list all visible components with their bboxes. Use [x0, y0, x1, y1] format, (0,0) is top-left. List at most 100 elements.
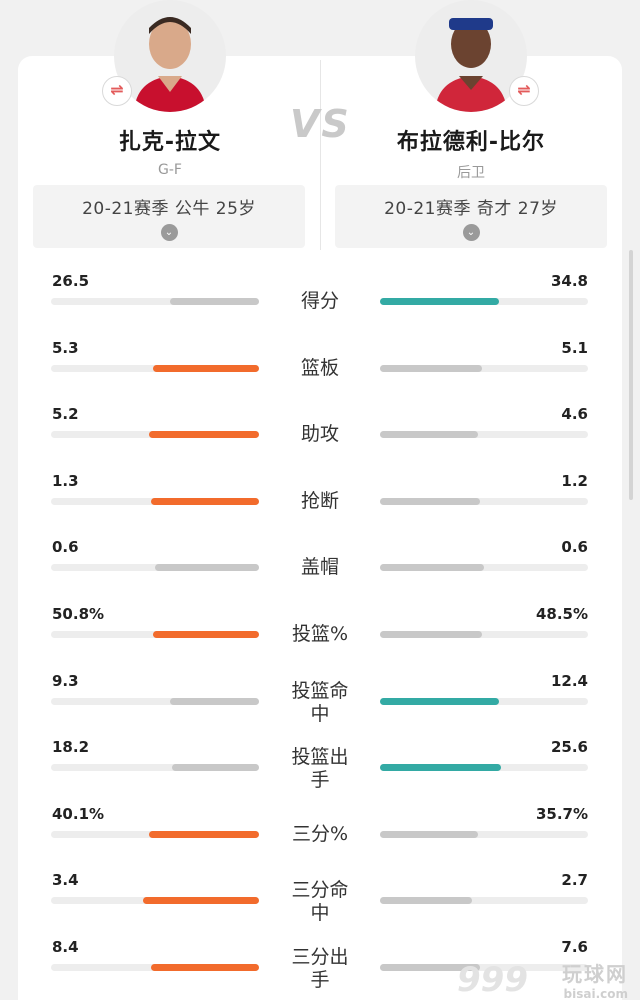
stat-left-bar-track — [51, 631, 259, 638]
player-left-name: 扎克-拉文 — [118, 130, 222, 155]
stat-left-bar-track — [51, 697, 259, 705]
stat-left-bar-track — [51, 497, 259, 505]
stat-left-bar-fill — [170, 697, 259, 705]
player-left-avatar[interactable] — [114, 0, 226, 112]
stat-right-bar-track — [380, 830, 588, 838]
stat-left-value: 5.2 — [52, 405, 79, 424]
stat-left-bar-fill — [149, 431, 259, 439]
stat-left-bar-fill — [170, 298, 259, 305]
player-left-swap-icon[interactable]: ⇌ — [102, 76, 132, 106]
stat-left-value: 8.4 — [52, 938, 79, 956]
stat-left-value: 5.3 — [52, 338, 79, 357]
stat-right-bar-track — [380, 897, 588, 905]
stat-right-value: 25.6 — [550, 738, 588, 757]
stat-right-bar-track — [380, 964, 588, 971]
stat-label: 投篮命中 — [291, 679, 349, 725]
stat-label: 投篮出手 — [291, 746, 349, 792]
stat-label: 得分 — [300, 290, 339, 312]
stat-left-value: 3.4 — [52, 871, 79, 890]
stat-right-value: 5.1 — [561, 338, 588, 357]
watermark-domain: bisai.com — [563, 987, 628, 1000]
player-right-season-text: 20-21赛季 奇才 27岁 — [384, 199, 558, 219]
stat-left-bar-track — [51, 431, 259, 439]
stat-right-value: 1.2 — [561, 471, 588, 490]
stat-label: 盖帽 — [300, 556, 339, 579]
stat-row: 3.4 2.7 三分命中 — [0, 871, 640, 931]
player-right: ⇌ 布拉德利-比尔 后卫 — [351, 0, 591, 182]
stat-left-bar-track — [51, 830, 259, 838]
chevron-down-icon[interactable]: ⌄ — [462, 224, 480, 241]
scrollbar[interactable] — [629, 250, 633, 500]
stat-right-bar-fill — [380, 764, 501, 772]
player-right-season-selector[interactable]: 20-21赛季 奇才 27岁 ⌄ — [335, 185, 607, 248]
header-divider — [320, 60, 321, 250]
stat-right-bar-track — [380, 697, 588, 705]
stat-right-bar-fill — [380, 830, 478, 838]
stat-left-bar-track — [51, 364, 259, 372]
player-right-name: 布拉德利-比尔 — [396, 130, 546, 155]
player-right-avatar-wrap: ⇌ — [411, 0, 539, 120]
stat-label: 助攻 — [300, 423, 339, 446]
stat-left-bar-fill — [172, 764, 259, 772]
stat-right-value: 0.6 — [561, 538, 588, 557]
stat-right-bar-fill — [380, 897, 472, 905]
stat-left-bar-track — [51, 564, 259, 572]
stat-right-bar-fill — [380, 298, 499, 305]
stat-left-value: 18.2 — [52, 738, 90, 757]
stat-right-bar-track — [380, 497, 588, 505]
stat-right-value: 48.5% — [535, 605, 588, 623]
stat-left-bar-fill — [149, 830, 259, 838]
stat-left-bar-fill — [151, 964, 259, 971]
stat-row: 5.2 4.6 助攻 — [0, 405, 640, 465]
stat-left-value: 40.1% — [52, 804, 105, 823]
stat-label: 三分% — [291, 822, 349, 845]
stat-row: 5.3 5.1 篮板 — [0, 339, 640, 399]
stat-right-bar-track — [380, 764, 588, 772]
stat-right-bar-fill — [380, 431, 478, 439]
stat-right-bar-fill — [380, 631, 482, 638]
stat-left-value: 0.6 — [52, 538, 79, 557]
stat-label: 篮板 — [300, 356, 339, 379]
stat-label: 三分命中 — [291, 879, 349, 925]
stat-row: 1.3 1.2 抢断 — [0, 472, 640, 532]
stat-row: 50.8% 48.5% 投篮% — [0, 605, 640, 665]
player-right-swap-icon[interactable]: ⇌ — [509, 76, 539, 106]
stat-row: 0.6 0.6 盖帽 — [0, 538, 640, 598]
player-left-position: G-F — [158, 162, 182, 178]
stat-row: 18.2 25.6 投篮出手 — [0, 738, 640, 798]
stat-right-bar-fill — [380, 497, 480, 505]
player-left-avatar-wrap: ⇌ — [102, 0, 230, 120]
stat-left-bar-track — [51, 964, 259, 971]
player-right-position: 后卫 — [457, 165, 485, 181]
stat-right-bar-fill — [380, 364, 482, 372]
stat-right-bar-fill — [380, 964, 480, 971]
stat-row: 40.1% 35.7% 三分% — [0, 805, 640, 865]
watermark: 玩球网 bisai.com — [562, 958, 628, 1000]
stat-label: 三分出手 — [291, 946, 349, 991]
stat-right-value: 2.7 — [561, 871, 588, 890]
stat-left-bar-track — [51, 298, 259, 305]
player-left-season-selector[interactable]: 20-21赛季 公牛 25岁 ⌄ — [33, 185, 305, 248]
stat-right-bar-track — [380, 631, 588, 638]
stat-right-value: 7.6 — [561, 938, 588, 956]
stat-left-value: 26.5 — [52, 272, 90, 290]
stat-right-bar-fill — [380, 564, 484, 572]
stat-label: 抢断 — [300, 489, 339, 512]
player-right-avatar[interactable] — [415, 0, 527, 112]
stat-right-value: 35.7% — [535, 804, 588, 823]
player-left: ⇌ 扎克-拉文 G-F — [50, 0, 290, 178]
stat-left-bar-track — [51, 764, 259, 772]
stat-right-value: 12.4 — [550, 671, 588, 690]
stat-row: 8.4 7.6 三分出手 — [0, 938, 640, 998]
stat-label: 投篮% — [291, 623, 349, 645]
chevron-down-icon[interactable]: ⌄ — [160, 224, 178, 241]
stat-left-bar-fill — [155, 564, 259, 572]
stat-right-bar-track — [380, 364, 588, 372]
stat-left-bar-track — [51, 897, 259, 905]
vs-label: VS — [290, 102, 351, 146]
stat-row: 9.3 12.4 投篮命中 — [0, 672, 640, 732]
stat-left-value: 1.3 — [52, 471, 79, 490]
player-left-season-text: 20-21赛季 公牛 25岁 — [82, 199, 256, 219]
stat-left-value: 50.8% — [52, 605, 105, 623]
stat-left-bar-fill — [153, 631, 259, 638]
